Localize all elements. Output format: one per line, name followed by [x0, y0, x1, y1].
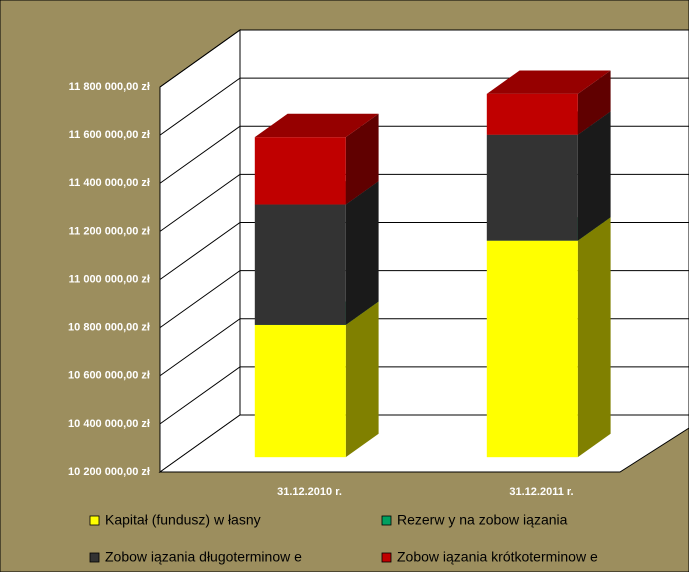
legend-label: Zobow iązania krótkoterminow e [397, 549, 598, 565]
y-tick-label: 10 200 000,00 zł [68, 466, 150, 478]
bar [254, 137, 346, 205]
y-tick-label: 11 200 000,00 zł [69, 225, 150, 237]
legend-label: Kapitał (fundusz) w łasny [105, 512, 261, 528]
y-tick-label: 11 800 000,00 zł [69, 81, 150, 93]
y-tick-label: 11 400 000,00 zł [69, 177, 150, 189]
bar [486, 240, 578, 458]
bar-side [577, 70, 611, 135]
legend-swatch [89, 552, 100, 563]
y-tick-label: 11 600 000,00 zł [69, 129, 150, 141]
legend-swatch [381, 515, 392, 526]
bar-side [577, 217, 611, 458]
bar-side [345, 181, 379, 325]
y-tick-label: 10 600 000,00 zł [68, 370, 150, 382]
bar-top [486, 70, 611, 94]
y-tick-label: 10 400 000,00 zł [68, 418, 150, 430]
legend-swatch [89, 515, 100, 526]
y-tick-label: 10 800 000,00 zł [68, 322, 150, 334]
bar [486, 93, 578, 135]
bar [486, 134, 578, 241]
bar [254, 324, 346, 458]
bar-side [345, 113, 379, 205]
legend-label: Rezerw y na zobow iązania [397, 512, 568, 528]
grid-line [159, 29, 689, 88]
y-tick-label: 11 000 000,00 zł [69, 273, 150, 285]
legend-label: Zobow iązania długoterminow e [105, 549, 302, 565]
bar-top [254, 113, 379, 138]
bar-side [577, 111, 611, 241]
legend-swatch [381, 552, 392, 563]
x-tick-label: 31.12.2010 r. [277, 486, 342, 498]
bar-side [345, 301, 379, 458]
bar [254, 204, 346, 325]
x-tick-label: 31.12.2011 r. [509, 486, 573, 498]
